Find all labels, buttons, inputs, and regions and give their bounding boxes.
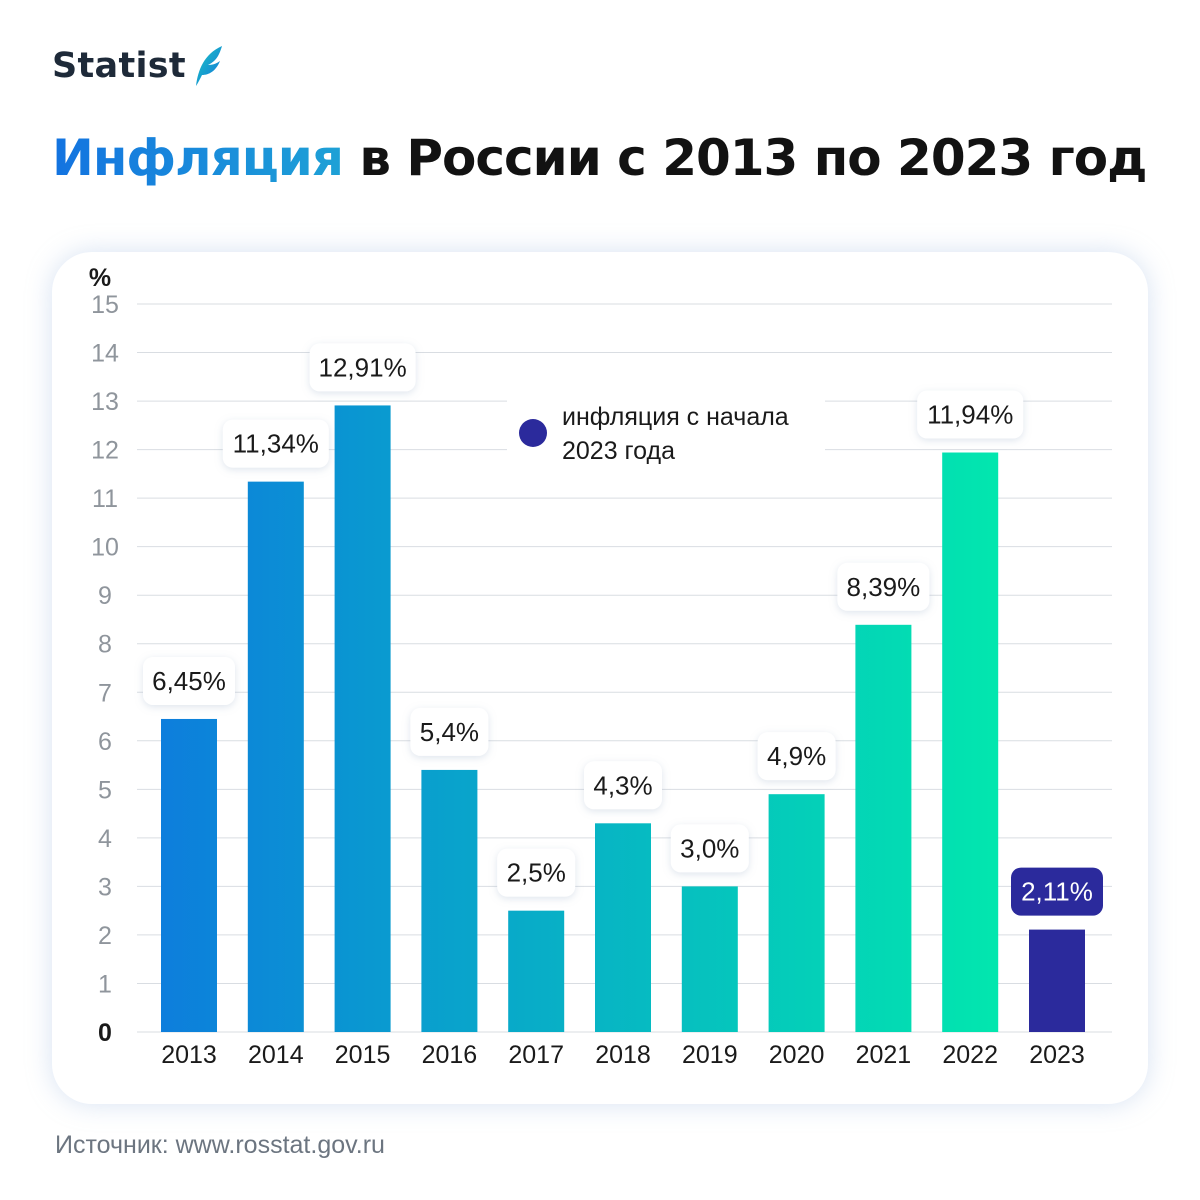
x-tick-label: 2020 [769,1041,825,1069]
data-label: 3,0% [680,833,739,863]
y-tick-label: 7 [98,679,112,707]
bar-2020 [768,794,825,1032]
x-tick-label: 2018 [595,1041,651,1069]
x-tick-label: 2021 [856,1041,912,1069]
data-label-box [309,343,416,392]
y-tick-label: 15 [91,291,119,319]
data-label: 4,3% [593,770,652,800]
data-label: 11,34% [233,429,319,459]
data-label-box [410,707,489,756]
data-label-box [917,390,1024,439]
bar-2023 [1029,929,1085,1032]
y-tick-label: 13 [91,388,119,416]
y-tick-label: 0 [98,1019,112,1047]
y-tick-label: 1 [98,970,112,998]
x-tick-label: 2023 [1029,1041,1085,1069]
data-label: 2,5% [507,858,566,888]
data-label: 2,11% [1021,877,1093,907]
data-label-box [670,824,749,873]
leaf-logo-icon [195,46,222,86]
y-tick-label: 2 [98,922,112,950]
data-label-box [1011,867,1103,916]
brand-name: Statist [52,46,186,86]
y-tick-label: 10 [91,534,119,562]
data-label-box [837,562,930,611]
y-tick-label: 6 [98,728,112,756]
data-label: 5,4% [420,717,479,747]
x-tick-label: 2019 [682,1041,738,1069]
bar-2018 [595,823,651,1032]
bar-2017 [508,910,565,1032]
y-tick-label: 9 [98,582,112,610]
y-tick-label: 11 [92,485,118,513]
bar-2013 [161,718,217,1032]
legend-label-line2: 2023 года [562,437,675,465]
bar-2021 [855,624,912,1032]
title-rest: в России с 2013 по 2023 год [342,129,1147,187]
page-title: Инфляция в России с 2013 по 2023 год [52,112,1147,204]
data-label: 12,91% [319,352,407,382]
data-label-box [143,656,235,705]
data-label: 8,39% [847,572,921,602]
y-tick-label: 5 [98,776,112,804]
data-label-box [497,848,576,897]
y-tick-label: 8 [98,631,112,659]
legend-label-line1: инфляция с начала [562,403,789,431]
data-label: 4,9% [767,741,826,771]
brand-logo: Statist [52,40,224,92]
chart-card: 0 1 2 3 4 5 6 7 8 9 10 11 12 13 14 15% 2013 2014 2015 2016 2… [52,252,1148,1104]
data-label: 11,94% [927,400,1013,430]
x-tick-label: 2015 [335,1041,391,1069]
legend-box [507,397,825,469]
x-tick-label: 2013 [161,1041,217,1069]
bar-2014 [247,481,304,1032]
x-tick-label: 2014 [248,1041,304,1069]
legend-dot [519,419,547,447]
bar-2015 [334,405,391,1032]
y-tick-label: 4 [98,825,112,853]
bar-2016 [421,769,478,1032]
x-tick-label: 2017 [508,1041,564,1069]
bar-2022 [942,452,999,1033]
x-tick-label: 2016 [422,1041,478,1069]
y-axis-unit: % [89,264,111,292]
y-tick-label: 14 [91,340,119,368]
title-accent: Инфляция [52,129,344,187]
y-tick-label: 3 [98,873,112,901]
bar-2019 [681,886,738,1032]
data-label-box [222,419,329,468]
source-note: Источник: www.rosstat.gov.ru [55,1131,385,1159]
x-tick-label: 2022 [942,1041,998,1069]
y-tick-label: 12 [91,437,119,465]
data-label: 6,45% [152,666,226,696]
data-label-box [584,761,662,810]
data-label-box [757,732,836,781]
